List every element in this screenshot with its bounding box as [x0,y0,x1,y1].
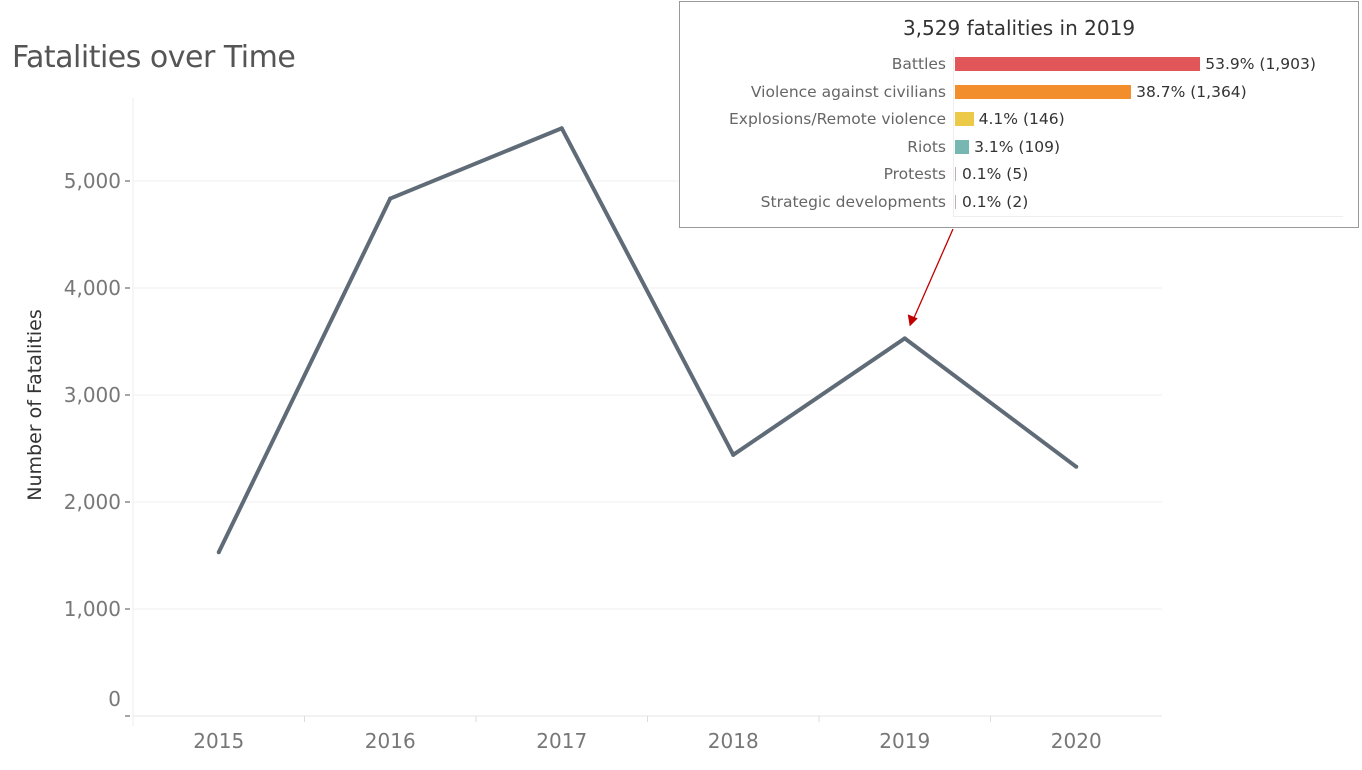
tooltip-title: 3,529 fatalities in 2019 [902,16,1136,40]
tooltip-bar [955,112,974,127]
annotation-arrow-line [913,228,954,319]
y-tick-label: 0 [108,687,121,711]
x-tick-label: 2019 [879,729,930,753]
tooltip-row-value: 0.1% (2) [962,193,1029,211]
tooltip-axis [953,50,954,216]
chart-title: Fatalities over Time [12,40,296,75]
tooltip-row-label: Strategic developments [760,193,946,211]
y-tick-label: 5,000 [64,169,121,193]
y-tick-label: 2,000 [64,490,121,514]
tooltip-row-value: 4.1% (146) [978,110,1065,129]
data-point [902,336,907,341]
y-axis-label: Number of Fatalities [24,309,46,501]
x-tick-label: 2015 [193,729,244,753]
tooltip: 3,529 fatalities in 2019 Battles 53.9% (1… [679,1,1359,228]
annotation-arrowhead [907,314,918,327]
tooltip-row-label: Protests [883,165,946,184]
tooltip-row: Riots 3.1% (109) [680,137,1360,157]
y-tick-label: 1,000 [64,597,121,621]
tooltip-row: Violence against civilians 38.7% (1,364) [680,82,1360,102]
tooltip-row: Protests 0.1% (5) [680,164,1360,184]
x-tick-label: 2017 [536,729,587,753]
tooltip-bar [955,84,1132,99]
y-tick-label: 4,000 [64,276,121,300]
series-line [216,126,1078,554]
x-tick-label: 2016 [365,729,416,753]
data-point [216,550,221,555]
tooltip-row-value: 0.1% (5) [962,165,1029,184]
tooltip-baseline [953,216,1343,217]
tooltip-row: Strategic developments 0.1% (2) [680,192,1360,212]
x-tick-label: 2020 [1051,729,1102,753]
tooltip-row-label: Battles [891,55,946,73]
data-point [388,196,393,201]
data-point [559,126,564,131]
tooltip-row-label: Explosions/Remote violence [729,110,946,129]
data-point [731,452,736,457]
data-point [1074,464,1079,469]
tooltip-bar [955,139,970,154]
tooltip-row-label: Violence against civilians [750,82,946,101]
y-tick-label: 3,000 [64,383,121,407]
tooltip-bar [955,57,1201,71]
tooltip-row-value: 38.7% (1,364) [1136,82,1247,101]
tooltip-row-value: 3.1% (109) [974,137,1061,156]
tooltip-row: Battles 53.9% (1,903) [680,54,1360,74]
x-tick-label: 2018 [708,729,759,753]
tooltip-row-value: 53.9% (1,903) [1205,55,1316,73]
tooltip-row: Explosions/Remote violence 4.1% (146) [680,109,1360,129]
tooltip-row-label: Riots [907,137,946,156]
